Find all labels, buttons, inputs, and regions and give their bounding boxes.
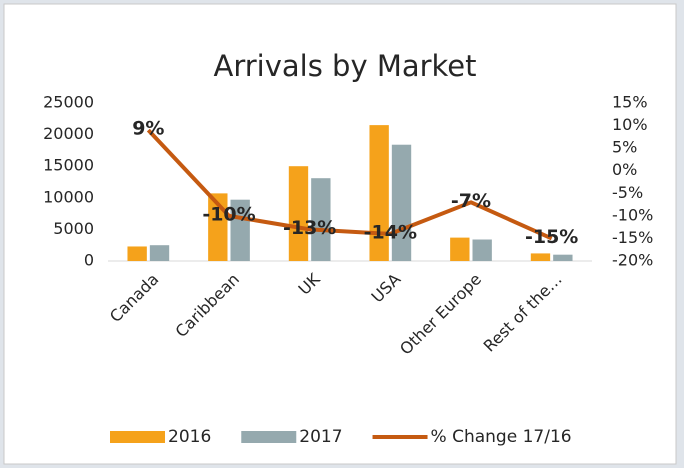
y2-tick-label: -15% bbox=[612, 228, 653, 247]
y2-tick-label: 5% bbox=[612, 138, 637, 157]
bar bbox=[149, 245, 170, 261]
chart-panel bbox=[3, 3, 677, 465]
data-label: 9% bbox=[132, 118, 164, 140]
bar bbox=[369, 125, 389, 262]
data-label: -15% bbox=[525, 226, 578, 248]
legend-label: % Change 17/16 bbox=[431, 427, 572, 447]
bar bbox=[391, 144, 412, 261]
y2-tick-label: 10% bbox=[612, 115, 648, 134]
data-label: -10% bbox=[202, 203, 255, 225]
bar bbox=[530, 253, 551, 261]
y-tick-label: 0 bbox=[84, 251, 94, 270]
bar bbox=[553, 254, 573, 261]
bar bbox=[288, 166, 309, 261]
line-series bbox=[146, 128, 553, 241]
bar bbox=[311, 178, 331, 261]
legend-label: 2016 bbox=[168, 427, 211, 447]
chart-title: Arrivals by Market bbox=[213, 49, 476, 83]
y2-tick-label: -20% bbox=[612, 251, 653, 270]
y-tick-label: 15000 bbox=[43, 156, 94, 175]
y2-tick-label: 15% bbox=[612, 93, 648, 112]
bar bbox=[472, 239, 492, 261]
data-label: -13% bbox=[283, 217, 336, 239]
legend-label: 2017 bbox=[299, 427, 342, 447]
data-label: -7% bbox=[451, 190, 491, 212]
y-tick-label: 10000 bbox=[43, 187, 94, 206]
y-tick-label: 20000 bbox=[43, 124, 94, 143]
legend-swatch bbox=[110, 431, 165, 443]
y2-tick-label: -10% bbox=[612, 205, 653, 224]
y2-tick-label: 0% bbox=[612, 160, 637, 179]
bar bbox=[450, 237, 470, 261]
legend-swatch bbox=[241, 431, 297, 443]
data-label: -14% bbox=[364, 221, 417, 243]
y-tick-label: 25000 bbox=[43, 93, 94, 112]
bar bbox=[127, 246, 147, 261]
y2-tick-label: -5% bbox=[612, 183, 643, 202]
y-tick-label: 5000 bbox=[53, 219, 94, 238]
